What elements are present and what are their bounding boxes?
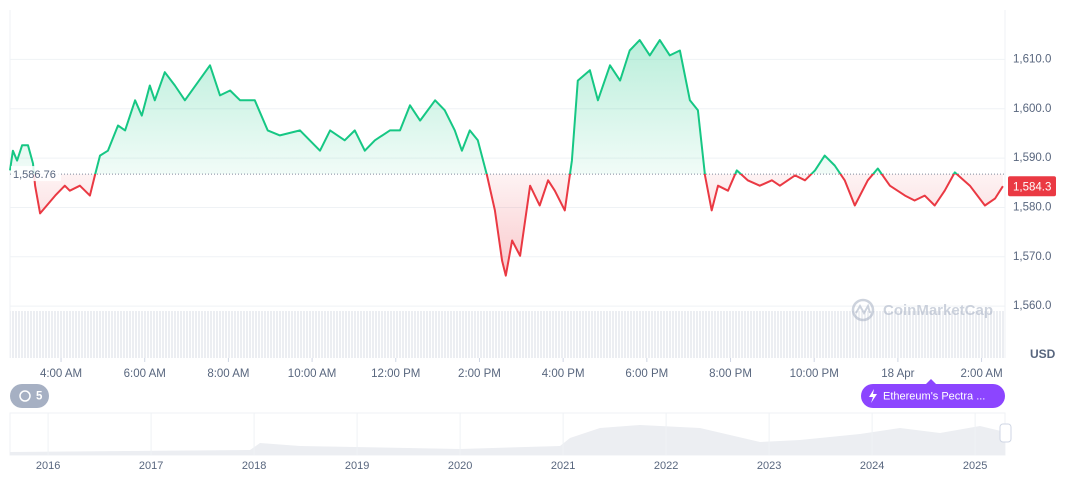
- last-price-box: [1008, 176, 1056, 197]
- event-label: Ethereum's Pectra ...: [883, 390, 985, 402]
- x-tick-label: 4:00 PM: [542, 368, 585, 380]
- reference-label-bg: [11, 166, 61, 182]
- reference-label: 1,586.76: [13, 169, 56, 181]
- event-pill[interactable]: [861, 384, 1005, 408]
- y-tick-label: 1,580.0: [1013, 201, 1051, 213]
- navigator-year: 2024: [860, 460, 884, 472]
- x-tick-label: 6:00 PM: [625, 368, 668, 380]
- navigator-year: 2016: [36, 460, 60, 472]
- x-tick-label: 18 Apr: [881, 368, 914, 380]
- navigator-area: [10, 425, 1005, 455]
- lightning-icon: [869, 389, 877, 403]
- y-tick-label: 1,570.0: [1013, 251, 1051, 263]
- navigator-year: 2021: [551, 460, 575, 472]
- x-tick-label: 12:00 PM: [371, 368, 420, 380]
- x-tick-label: 8:00 AM: [207, 368, 249, 380]
- y-tick-label: 1,600.0: [1013, 103, 1051, 115]
- navigator-year: 2023: [757, 460, 781, 472]
- watermark: CoinMarketCap: [851, 298, 993, 322]
- x-tick-label: 6:00 AM: [124, 368, 166, 380]
- x-tick-label: 2:00 PM: [458, 368, 501, 380]
- area-fill: [10, 40, 1003, 276]
- event-pointer: [926, 379, 936, 384]
- navigator-year: 2017: [139, 460, 163, 472]
- navigator-year: 2019: [345, 460, 369, 472]
- history-icon: [19, 390, 31, 402]
- price-line: [9, 39, 1004, 277]
- y-tick-label: 1,610.0: [1013, 53, 1051, 65]
- y-tick-label: 1,590.0: [1013, 152, 1051, 164]
- navigator-year: 2022: [654, 460, 678, 472]
- navigator-year: 2020: [448, 460, 472, 472]
- navigator-year: 2018: [242, 460, 266, 472]
- last-price-label: 1,584.3: [1013, 181, 1051, 193]
- y-tick-label: 1,560.0: [1013, 300, 1051, 312]
- x-tick-label: 10:00 AM: [288, 368, 337, 380]
- volume-band: [10, 311, 1005, 358]
- plot: [9, 10, 1006, 362]
- navigator-year: 2025: [963, 460, 987, 472]
- navigator-handle[interactable]: [999, 423, 1012, 443]
- x-tick-label: 2:00 AM: [960, 368, 1002, 380]
- x-tick-label: 10:00 PM: [790, 368, 839, 380]
- events-count: 5: [36, 391, 43, 403]
- x-tick-label: 8:00 PM: [709, 368, 752, 380]
- x-tick-label: 4:00 AM: [40, 368, 82, 380]
- y-unit: USD: [1030, 347, 1056, 361]
- watermark-text: CoinMarketCap: [883, 302, 993, 319]
